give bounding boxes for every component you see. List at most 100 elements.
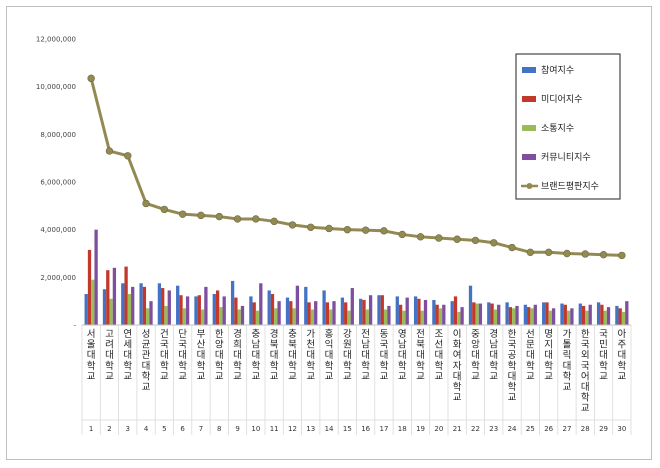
x-rank-label: 25: [526, 425, 535, 433]
bar-2-28: [581, 305, 586, 325]
line-point-18: [398, 230, 406, 239]
bar-2-5: [161, 288, 165, 325]
legend-label: 소통지수: [541, 123, 574, 134]
bar-4-13: [314, 301, 318, 325]
bar-3-25: [530, 308, 534, 325]
bar-4-15: [350, 288, 354, 325]
legend-label: 미디어지수: [541, 94, 582, 105]
x-rank-label: 29: [599, 425, 608, 433]
x-rank-label: 27: [562, 425, 571, 433]
bar-2-14: [325, 302, 330, 325]
bars-layer: [84, 229, 629, 325]
bar-1-16: [359, 298, 363, 325]
bar-1-4: [139, 283, 143, 325]
bar-2-7: [197, 295, 201, 325]
bar-4-2: [112, 267, 117, 325]
line-point-13: [307, 223, 315, 231]
bar-3-6: [182, 308, 186, 325]
bar-3-26: [548, 310, 552, 325]
bar-1-28: [578, 303, 582, 325]
x-rank-label: 3: [126, 425, 130, 433]
bar-2-15: [344, 302, 348, 325]
bar-2-2: [106, 270, 110, 325]
bar-2-4: [142, 286, 147, 325]
x-rank-label: 2: [107, 425, 111, 433]
bar-3-13: [310, 309, 315, 325]
bar-3-19: [420, 310, 424, 325]
bar-3-27: [566, 310, 571, 325]
bar-1-6: [176, 285, 180, 325]
bar-2-13: [307, 302, 311, 325]
bar-3-2: [109, 298, 113, 325]
bar-3-9: [237, 309, 241, 325]
x-rank-label: 14: [325, 425, 334, 433]
bar-1-25: [523, 304, 528, 325]
x-rank-label: 23: [489, 425, 498, 433]
bar-1-3: [121, 283, 125, 325]
bar-4-6: [185, 296, 190, 325]
y-tick-label: 8,000,000: [40, 131, 76, 139]
line-point-14: [325, 224, 333, 233]
bar-4-20: [442, 304, 446, 325]
bar-1-23: [487, 302, 491, 325]
bar-1-8: [212, 294, 216, 325]
bar-2-25: [527, 307, 531, 325]
bar-3-7: [200, 309, 205, 325]
bar-2-16: [362, 299, 366, 325]
x-rank-label: 15: [343, 425, 352, 433]
bar-2-24: [508, 307, 513, 325]
bar-2-29: [600, 304, 604, 325]
x-rank-label: 24: [508, 425, 517, 433]
bar-3-4: [146, 308, 150, 325]
bar-1-13: [304, 286, 308, 325]
line-point-3: [124, 152, 132, 160]
line-point-15: [343, 225, 352, 234]
bar-4-7: [204, 286, 208, 325]
bar-1-15: [340, 297, 345, 325]
legend-label: 브랜드평판지수: [541, 181, 599, 192]
x-rank-label: 16: [361, 425, 370, 433]
line-point-23: [490, 239, 498, 247]
y-axis: - 2,000,000 4,000,000 6,000,000 8,000,000 10,…: [36, 36, 77, 330]
x-rank-label: 21: [453, 425, 462, 433]
line-point-22: [471, 236, 480, 245]
legend-swatch: [522, 96, 536, 102]
line-point-30: [618, 251, 626, 260]
bar-4-11: [277, 301, 281, 325]
bar-3-5: [164, 305, 168, 325]
x-rank-label: 30: [617, 425, 626, 433]
bar-1-5: [157, 283, 162, 325]
bar-3-24: [512, 308, 516, 325]
x-rank-label: 5: [162, 425, 166, 433]
bar-4-27: [570, 308, 574, 325]
bar-4-3: [131, 286, 135, 325]
bar-2-20: [435, 304, 439, 325]
bar-3-28: [585, 310, 589, 325]
bar-3-3: [127, 294, 132, 325]
bar-4-30: [625, 301, 629, 325]
bar-2-26: [545, 302, 549, 325]
line-point-28: [581, 250, 589, 258]
line-point-10: [252, 215, 260, 223]
legend-swatch: [522, 125, 536, 131]
bar-4-23: [497, 304, 501, 325]
line-point-2: [105, 147, 114, 155]
bar-3-30: [621, 311, 626, 325]
bar-2-3: [124, 266, 128, 325]
x-rank-label: 17: [379, 425, 388, 433]
line-point-20: [435, 234, 443, 242]
bar-2-19: [417, 298, 421, 325]
legend-label: 참여지수: [541, 64, 574, 76]
